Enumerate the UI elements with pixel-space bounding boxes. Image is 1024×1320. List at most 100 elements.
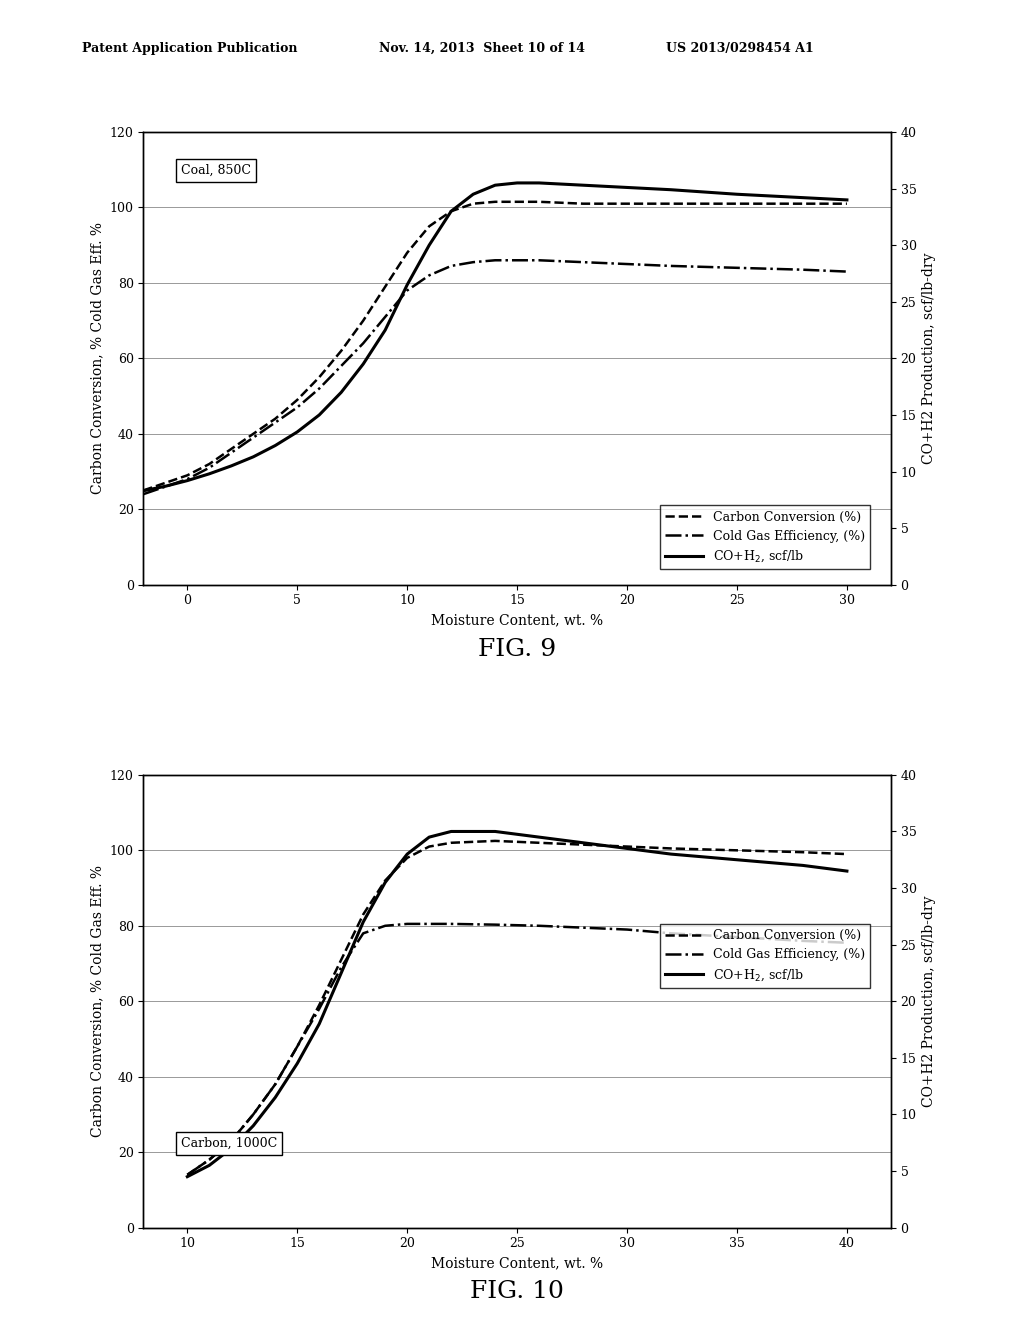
Carbon Conversion (%) (532, 194, 545, 210)
Cold Gas Efficiency, (%) (577, 920, 589, 936)
CO+H$_2$, scf/lb (357, 356, 370, 372)
Carbon Conversion (%) (181, 467, 194, 483)
Carbon Conversion (%) (797, 845, 809, 861)
Cold Gas Efficiency, (%) (181, 1167, 194, 1183)
CO+H$_2$, scf/lb (797, 858, 809, 874)
Cold Gas Efficiency, (%) (291, 1039, 303, 1055)
CO+H$_2$, scf/lb (577, 177, 589, 193)
Text: Coal, 850C: Coal, 850C (181, 164, 251, 177)
Carbon Conversion (%) (621, 838, 633, 854)
CO+H$_2$, scf/lb (335, 384, 347, 400)
CO+H$_2$, scf/lb (247, 1118, 259, 1134)
CO+H$_2$, scf/lb (203, 466, 215, 482)
CO+H$_2$, scf/lb (665, 846, 677, 862)
Cold Gas Efficiency, (%) (247, 430, 259, 446)
CO+H$_2$, scf/lb (379, 322, 391, 338)
Carbon Conversion (%) (577, 195, 589, 211)
CO+H$_2$, scf/lb (841, 191, 853, 207)
CO+H$_2$, scf/lb (291, 424, 303, 440)
CO+H$_2$, scf/lb (423, 238, 435, 253)
Cold Gas Efficiency, (%) (269, 1076, 282, 1092)
Carbon Conversion (%) (357, 907, 370, 923)
CO+H$_2$, scf/lb (532, 176, 545, 191)
Cold Gas Efficiency, (%) (225, 1133, 238, 1148)
Cold Gas Efficiency, (%) (335, 358, 347, 374)
Cold Gas Efficiency, (%) (467, 255, 479, 271)
CO+H$_2$, scf/lb (489, 177, 502, 193)
CO+H$_2$, scf/lb (269, 1089, 282, 1105)
Cold Gas Efficiency, (%) (731, 929, 743, 945)
Y-axis label: CO+H2 Production, scf/lb-dry: CO+H2 Production, scf/lb-dry (923, 252, 936, 465)
Cold Gas Efficiency, (%) (665, 257, 677, 273)
Cold Gas Efficiency, (%) (335, 960, 347, 975)
CO+H$_2$, scf/lb (841, 863, 853, 879)
Carbon Conversion (%) (665, 841, 677, 857)
Carbon Conversion (%) (313, 997, 326, 1012)
Carbon Conversion (%) (489, 194, 502, 210)
Cold Gas Efficiency, (%) (357, 925, 370, 941)
Line: Carbon Conversion (%): Carbon Conversion (%) (143, 202, 847, 491)
Cold Gas Efficiency, (%) (225, 445, 238, 461)
Carbon Conversion (%) (423, 838, 435, 854)
Carbon Conversion (%) (731, 842, 743, 858)
Cold Gas Efficiency, (%) (379, 309, 391, 325)
Cold Gas Efficiency, (%) (731, 260, 743, 276)
Carbon Conversion (%) (225, 441, 238, 457)
Cold Gas Efficiency, (%) (247, 1106, 259, 1122)
Cold Gas Efficiency, (%) (841, 935, 853, 950)
Carbon Conversion (%) (357, 313, 370, 329)
Y-axis label: CO+H2 Production, scf/lb-dry: CO+H2 Production, scf/lb-dry (923, 895, 936, 1107)
Cold Gas Efficiency, (%) (313, 380, 326, 396)
Cold Gas Efficiency, (%) (357, 335, 370, 351)
CO+H$_2$, scf/lb (401, 846, 414, 862)
Cold Gas Efficiency, (%) (621, 921, 633, 937)
Legend: Carbon Conversion (%), Cold Gas Efficiency, (%), CO+H$_2$, scf/lb: Carbon Conversion (%), Cold Gas Efficien… (660, 924, 869, 987)
Cold Gas Efficiency, (%) (401, 282, 414, 298)
Carbon Conversion (%) (489, 833, 502, 849)
X-axis label: Moisture Content, wt. %: Moisture Content, wt. % (431, 1255, 603, 1270)
Line: Cold Gas Efficiency, (%): Cold Gas Efficiency, (%) (187, 924, 847, 1175)
CO+H$_2$, scf/lb (489, 824, 502, 840)
Cold Gas Efficiency, (%) (203, 459, 215, 475)
CO+H$_2$, scf/lb (335, 965, 347, 981)
Carbon Conversion (%) (731, 195, 743, 211)
Text: Carbon, 1000C: Carbon, 1000C (181, 1137, 276, 1150)
Carbon Conversion (%) (841, 846, 853, 862)
Cold Gas Efficiency, (%) (797, 261, 809, 277)
Cold Gas Efficiency, (%) (665, 925, 677, 941)
Cold Gas Efficiency, (%) (269, 414, 282, 430)
Carbon Conversion (%) (797, 195, 809, 211)
CO+H$_2$, scf/lb (225, 458, 238, 474)
CO+H$_2$, scf/lb (159, 478, 171, 494)
Carbon Conversion (%) (467, 195, 479, 211)
CO+H$_2$, scf/lb (203, 1158, 215, 1173)
Carbon Conversion (%) (841, 195, 853, 211)
Cold Gas Efficiency, (%) (489, 916, 502, 932)
CO+H$_2$, scf/lb (181, 473, 194, 488)
Carbon Conversion (%) (335, 952, 347, 968)
Carbon Conversion (%) (203, 1152, 215, 1168)
Cold Gas Efficiency, (%) (401, 916, 414, 932)
Carbon Conversion (%) (159, 475, 171, 491)
CO+H$_2$, scf/lb (467, 186, 479, 202)
Text: Nov. 14, 2013  Sheet 10 of 14: Nov. 14, 2013 Sheet 10 of 14 (379, 42, 585, 55)
Carbon Conversion (%) (532, 834, 545, 850)
Cold Gas Efficiency, (%) (577, 255, 589, 271)
Cold Gas Efficiency, (%) (489, 252, 502, 268)
Cold Gas Efficiency, (%) (532, 917, 545, 933)
Cold Gas Efficiency, (%) (841, 264, 853, 280)
Line: Cold Gas Efficiency, (%): Cold Gas Efficiency, (%) (143, 260, 847, 494)
Carbon Conversion (%) (291, 1039, 303, 1055)
Cold Gas Efficiency, (%) (423, 268, 435, 284)
CO+H$_2$, scf/lb (445, 824, 458, 840)
CO+H$_2$, scf/lb (797, 190, 809, 206)
Carbon Conversion (%) (291, 392, 303, 408)
Cold Gas Efficiency, (%) (423, 916, 435, 932)
Carbon Conversion (%) (379, 279, 391, 294)
Carbon Conversion (%) (423, 218, 435, 234)
CO+H$_2$, scf/lb (532, 829, 545, 845)
Carbon Conversion (%) (247, 426, 259, 442)
Cold Gas Efficiency, (%) (797, 933, 809, 949)
CO+H$_2$, scf/lb (445, 203, 458, 219)
CO+H$_2$, scf/lb (511, 176, 523, 191)
